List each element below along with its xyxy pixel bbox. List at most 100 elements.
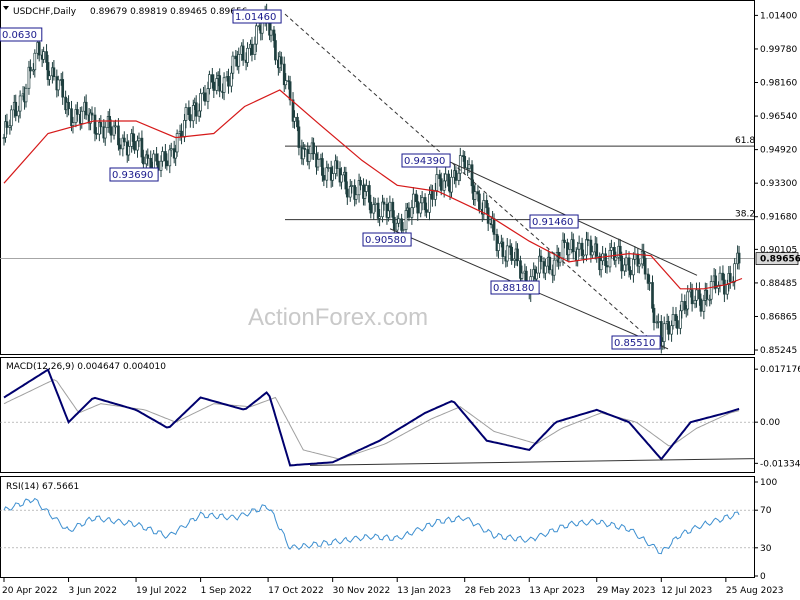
- candle-body: [428, 193, 431, 213]
- candle-body: [131, 133, 135, 142]
- candle-body: [354, 194, 358, 200]
- price-layer: 61.8 38.2 0.0630 0.93690 1.01460 0.90580 0.943…: [0, 3, 755, 354]
- candle-body: [37, 42, 41, 56]
- candle-body: [165, 160, 169, 167]
- candle-body: [17, 110, 21, 117]
- candle-body: [146, 154, 150, 159]
- candle-body: [670, 325, 673, 335]
- candle-body: [419, 202, 423, 214]
- date-tick-label: 29 May 2023: [597, 586, 656, 596]
- candle-body: [482, 200, 486, 215]
- candle-body: [90, 112, 94, 116]
- candle-body: [9, 109, 13, 127]
- candle-body: [191, 105, 195, 122]
- candle-body: [194, 102, 198, 117]
- candle-body: [142, 156, 145, 165]
- fib-label: 38.2: [735, 210, 755, 220]
- candle-body: [80, 110, 84, 124]
- candle-body: [159, 160, 163, 171]
- candle-body: [535, 272, 538, 280]
- annotation-box: [362, 232, 412, 247]
- candle-body: [395, 222, 399, 231]
- candle-body: [56, 79, 60, 91]
- candle-body: [234, 55, 238, 60]
- symbol-label: USDCHF,Daily: [13, 7, 77, 17]
- candle-body: [164, 151, 167, 162]
- candle-body: [618, 245, 622, 257]
- candle-body: [210, 74, 214, 83]
- candle-body: [369, 201, 373, 214]
- candle-body: [392, 216, 396, 231]
- candle-body: [501, 241, 505, 257]
- candle-body: [122, 137, 126, 143]
- candle-body: [367, 185, 371, 203]
- candle-body: [608, 249, 612, 268]
- candle-body: [183, 120, 186, 138]
- candle-body: [725, 284, 729, 295]
- candle-body: [580, 242, 584, 256]
- candle-body: [391, 201, 395, 218]
- candle-body: [303, 148, 307, 150]
- candle-body: [378, 216, 381, 219]
- date-tick-label: 3 Jun 2022: [69, 586, 117, 596]
- candle-body: [42, 51, 45, 60]
- price-tick-label: 0.94920: [760, 146, 797, 156]
- candle-body: [274, 40, 277, 61]
- rsi-layer: [0, 497, 754, 555]
- candle-body: [208, 74, 211, 90]
- candle-body: [505, 245, 509, 262]
- candle-body: [599, 260, 603, 271]
- candle-body: [667, 321, 670, 335]
- candle-body: [657, 321, 660, 323]
- price-tick-label: 0.88485: [760, 279, 797, 289]
- candle-body: [420, 197, 424, 204]
- candle-body: [288, 81, 292, 101]
- candle-body: [411, 193, 415, 209]
- candle-body: [614, 256, 618, 261]
- candle-body: [227, 76, 230, 87]
- candle-body: [222, 77, 226, 93]
- candle-body: [431, 189, 434, 200]
- candle-body: [109, 126, 113, 136]
- candle-body: [326, 167, 330, 169]
- candle-body: [721, 272, 725, 281]
- candle-body: [316, 158, 320, 168]
- date-tick-label: 13 Apr 2023: [529, 586, 585, 596]
- candle-body: [595, 243, 599, 257]
- candle-body: [350, 185, 354, 187]
- candle-body: [637, 263, 641, 267]
- candle-body: [516, 248, 519, 262]
- candle-body: [737, 252, 741, 264]
- rsi-tick-label: 0: [760, 572, 766, 582]
- candle-body: [114, 125, 117, 128]
- candle-body: [359, 180, 362, 186]
- candle-body: [627, 257, 631, 271]
- candle-body: [279, 56, 283, 65]
- macd-support-line: [309, 458, 755, 466]
- annotation-label: 0.0630: [2, 30, 37, 41]
- last-price-label: 0.89656: [760, 255, 800, 265]
- candle-body: [478, 193, 481, 210]
- candle-body: [454, 170, 458, 181]
- candle-body: [365, 185, 368, 192]
- candle-body: [714, 275, 717, 289]
- candle-body: [558, 257, 562, 263]
- candle-body: [184, 107, 188, 121]
- annotation-box: [232, 9, 282, 24]
- candle-body: [297, 126, 301, 148]
- candle-body: [577, 242, 581, 250]
- candle-body: [168, 149, 172, 167]
- candle-body: [218, 75, 222, 92]
- moving-average-line: [3, 89, 743, 290]
- candle-body: [661, 341, 665, 347]
- date-tick-label: 30 Nov 2022: [333, 586, 391, 596]
- dropdown-triangle-icon[interactable]: [3, 6, 9, 10]
- candle-body: [623, 264, 626, 272]
- candle-body: [423, 197, 427, 211]
- candle-body: [345, 188, 349, 198]
- price-tick-label: 0.93300: [760, 179, 797, 189]
- annotation-box: [0, 27, 43, 42]
- candle-body: [695, 289, 698, 301]
- macd-tick-label: 0.017176: [760, 365, 800, 375]
- candle-body: [442, 180, 446, 191]
